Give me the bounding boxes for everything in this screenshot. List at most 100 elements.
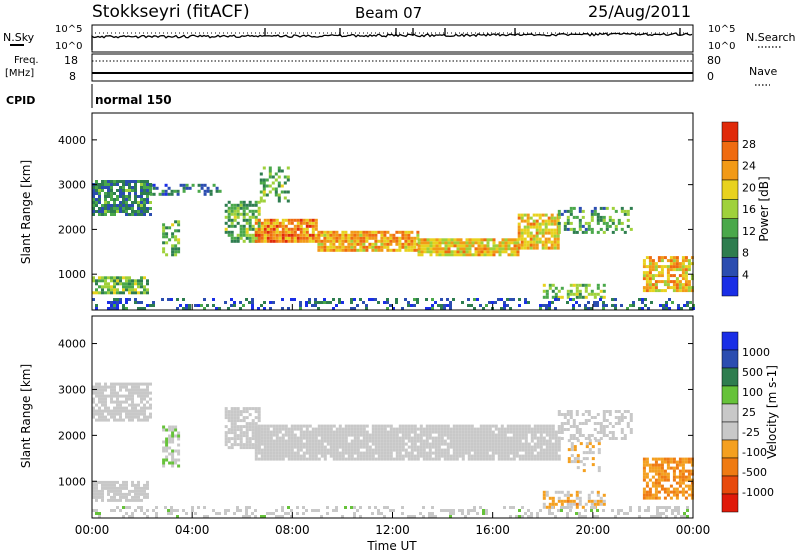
power-cell [581, 295, 585, 299]
velocity-cell [149, 403, 152, 407]
velocity-cell [371, 424, 375, 428]
power-cell [239, 203, 243, 207]
power-cell [374, 233, 378, 237]
power-cell [550, 219, 554, 223]
power-cell [212, 298, 215, 301]
power-cell [107, 210, 110, 213]
velocity-cell [101, 498, 104, 502]
velocity-cell [260, 433, 264, 437]
velocity-cell [356, 439, 360, 443]
power-cell [203, 192, 207, 196]
velocity-cell [542, 430, 546, 434]
velocity-cell [578, 422, 582, 425]
power-cell [274, 193, 278, 197]
velocity-cell [677, 506, 680, 509]
velocity-cell [449, 436, 453, 440]
velocity-cell [290, 448, 294, 452]
velocity-cell [660, 472, 664, 476]
power-cell [578, 218, 582, 222]
power-cell [675, 283, 679, 287]
velocity-cell [392, 433, 396, 437]
velocity-cell [548, 496, 552, 500]
power-cell [116, 276, 119, 280]
velocity-cell [171, 440, 175, 444]
velocity-colorbar-boxes [721, 331, 739, 513]
power-cell [672, 259, 676, 263]
power-cell [581, 230, 585, 234]
velocity-cell [275, 439, 279, 443]
velocity-cell [461, 454, 465, 458]
velocity-cell [654, 457, 658, 461]
velocity-cell [101, 400, 104, 404]
velocity-cell [629, 428, 633, 431]
velocity-cell [482, 457, 486, 461]
power-cell [116, 207, 119, 210]
power-colorbar-box [721, 237, 739, 258]
velocity-cell [575, 502, 579, 506]
velocity-cell [642, 457, 646, 461]
power-cell [584, 230, 588, 234]
power-cell [547, 216, 551, 220]
velocity-cell [690, 457, 694, 461]
velocity-cell [320, 436, 324, 440]
power-cell [356, 248, 360, 252]
velocity-cell [548, 457, 552, 461]
velocity-cell [272, 442, 276, 446]
power-cell [302, 218, 306, 222]
power-cell [242, 215, 246, 219]
velocity-cell [326, 512, 329, 515]
velocity-cell [308, 433, 312, 437]
power-cell [239, 227, 243, 231]
velocity-cell [116, 492, 119, 496]
velocity-cell [684, 469, 688, 473]
velocity-cell [287, 454, 291, 458]
velocity-cell [587, 410, 591, 413]
velocity-cell [92, 385, 95, 389]
velocity-cell [383, 427, 387, 431]
y-tick-label: 2000 [58, 223, 86, 236]
power-cell [417, 250, 421, 254]
power-cell [666, 280, 670, 284]
velocity-cell [146, 400, 149, 404]
power-cell [314, 224, 318, 228]
velocity-cell [437, 436, 441, 440]
velocity-cell [224, 434, 228, 438]
velocity-cell [140, 406, 143, 410]
power-cell [365, 239, 369, 243]
velocity-cell [651, 463, 655, 467]
power-cell [149, 183, 153, 187]
velocity-cell [605, 425, 609, 428]
velocity-cell [224, 413, 228, 417]
velocity-cell [485, 430, 489, 434]
power-cell [242, 230, 246, 234]
velocity-colorbar-tick-label: 25 [742, 406, 756, 419]
power-cell [503, 301, 506, 304]
power-cell [113, 198, 116, 201]
power-cell [654, 283, 658, 287]
velocity-cell [479, 457, 483, 461]
velocity-cell [335, 451, 339, 455]
velocity-cell [287, 512, 290, 515]
power-cell [113, 213, 116, 216]
velocity-cell [266, 445, 270, 449]
velocity-cell [143, 409, 146, 413]
velocity-cell [551, 436, 555, 440]
power-cell [474, 241, 478, 245]
velocity-cell [512, 427, 516, 431]
power-cell [407, 245, 411, 249]
power-cell [350, 248, 354, 252]
velocity-cell [545, 448, 549, 452]
power-cell [122, 195, 125, 198]
power-cell [188, 186, 192, 190]
velocity-cell [569, 413, 573, 416]
velocity-cell [678, 469, 682, 473]
power-cell [131, 213, 134, 216]
velocity-cell [419, 442, 423, 446]
velocity-cell [684, 496, 688, 500]
velocity-cell [515, 454, 519, 458]
power-cell [456, 238, 460, 242]
power-cell [551, 295, 555, 299]
velocity-cell [407, 433, 411, 437]
velocity-cell [332, 439, 336, 443]
power-cell [140, 186, 143, 189]
